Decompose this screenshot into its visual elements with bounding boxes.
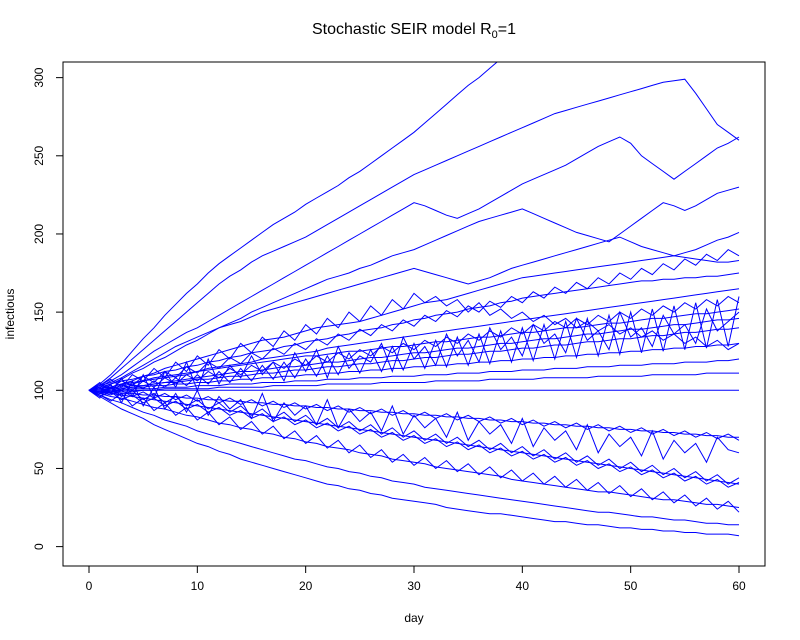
x-tick-label: 60 [732,579,746,593]
y-tick-label: 100 [32,380,46,400]
series-line-15 [89,389,739,393]
y-tick-label: 50 [32,461,46,475]
y-tick-label: 150 [32,302,46,322]
series-line-25 [88,248,740,391]
x-tick-label: 40 [516,579,530,593]
title-suffix: =1 [498,21,516,38]
y-axis: 0 50 100 150 200 250 300 [32,67,64,550]
x-tick-label: 50 [624,579,638,593]
y-tick-label: 300 [32,67,46,87]
series-line-21 [88,307,740,400]
series-line-3 [88,136,740,391]
series-line-10 [88,317,740,394]
series-line-22 [88,379,740,464]
y-axis-label: infectious [3,289,17,340]
title-subscript: 0 [492,29,498,41]
y-tick-label: 250 [32,145,46,165]
series-line-20 [88,389,740,537]
series-line-30 [88,389,740,441]
series-line-19 [88,389,739,526]
series-line-14 [88,372,739,393]
x-tick-label: 10 [191,579,205,593]
x-axis-label: day [404,611,423,625]
series-line-26 [88,389,740,488]
series-line-24 [88,389,740,513]
x-tick-label: 30 [407,579,421,593]
series-line-7 [88,272,740,391]
series-line-23 [88,292,740,391]
series-line-6 [88,255,740,393]
chart-title: Stochastic SEIR model R0=1 [312,21,516,41]
series-line-5 [88,231,740,391]
y-tick-label: 200 [32,224,46,244]
x-axis: 0 10 20 30 40 50 60 [86,565,746,593]
series-line-4 [88,186,740,391]
series-line-12 [89,342,740,391]
series-line-16 [88,389,739,438]
x-tick-label: 0 [86,579,93,593]
plot-frame [62,61,766,567]
series-line-18 [88,389,740,508]
series-line-2 [88,78,740,391]
x-tick-label: 20 [299,579,313,593]
series-line-9 [88,308,740,393]
series-line-13 [88,358,740,393]
series-line-28 [88,386,740,485]
series-line-29 [88,296,740,391]
series-line-17 [88,389,740,485]
series-lines [88,62,740,537]
series-line-1 [88,62,498,391]
y-tick-label: 0 [32,543,46,550]
series-line-27 [88,295,740,395]
